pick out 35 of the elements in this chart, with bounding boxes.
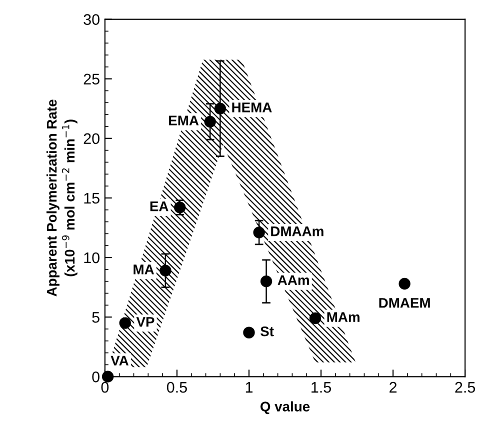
x-tick-label: 0 (101, 382, 109, 393)
x-tick-label: 0.5 (166, 382, 187, 393)
x-tick-label: 2.5 (455, 382, 476, 393)
x-axis-title: Q value (260, 401, 310, 414)
annotation: DMAAm (271, 226, 324, 236)
annotation: AAm (278, 275, 309, 285)
point (398, 278, 410, 290)
annotation: VP (136, 317, 154, 327)
y-tick-label: 0 (92, 372, 100, 382)
y-tick-label: 20 (84, 133, 100, 144)
point (309, 312, 322, 324)
y-axis-title: Apparent Polymerization Rate (x10$^{−9}$ mol cm$^{−2}$ min$^{−1}$) (46, 100, 78, 296)
annotation: HEMA (232, 102, 272, 112)
y-tick-label: 5 (92, 312, 100, 323)
y-tick-label: 30 (84, 14, 100, 25)
point (260, 275, 272, 288)
point (119, 317, 131, 329)
point (160, 264, 172, 276)
x-tick-label: 2 (390, 382, 397, 393)
x-tick-label: 1.5 (312, 382, 331, 393)
y-tick-label: 10 (84, 252, 100, 264)
annotation: VA (110, 356, 128, 366)
point (253, 226, 265, 238)
point (214, 102, 226, 114)
point (204, 116, 216, 128)
annotation: MA (134, 264, 154, 274)
point (243, 326, 255, 338)
y-tick-label: 15 (84, 192, 100, 204)
x-tick-label: 1 (246, 382, 252, 393)
annotation: EA (150, 202, 168, 212)
annotation: EMA (169, 116, 199, 126)
annotation: MAm (327, 312, 360, 322)
y-tick-label: 25 (84, 74, 100, 85)
annotation: St (260, 326, 274, 336)
annotation: DMAEM (379, 298, 430, 308)
